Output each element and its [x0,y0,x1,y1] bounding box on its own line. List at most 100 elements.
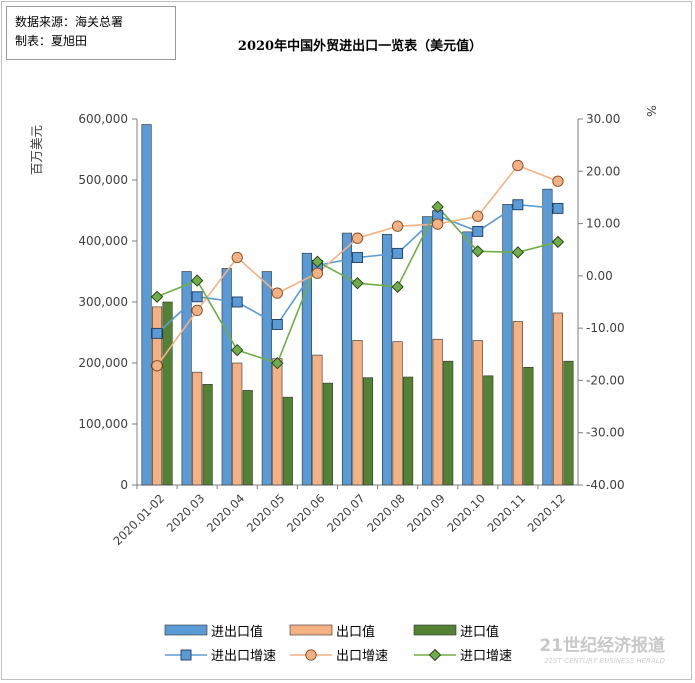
x-tick-label: 2020.10 [444,491,488,535]
import-bar [202,384,213,486]
export-bar [552,312,564,486]
y2-tick-label: -20.00 [586,373,625,387]
total-growth-point [512,199,524,211]
export-growth-point [512,159,524,172]
y-tick-label: 400,000 [78,234,128,248]
total-growth-point [392,247,404,259]
x-tick-label: 2020.09 [404,491,448,535]
x-tick-label: 2020.01-02 [110,491,167,548]
import-bar [322,382,333,486]
total-bar [301,252,312,486]
export-bar [392,341,403,486]
total-bar [502,204,513,486]
y-tick-label: 500,000 [78,173,128,187]
export-growth-point [271,287,283,299]
import-bar [523,366,534,486]
y2-tick-label: -10.00 [586,321,625,335]
total-growth-legend-marker [180,649,192,661]
total-growth-point [191,291,203,303]
import-growth-point [231,343,244,357]
y2-tick-label: 0.00 [586,269,613,283]
total-bar [141,124,152,486]
import-growth-point [271,357,284,370]
export-bar [232,362,243,486]
import-bar [563,360,574,486]
export-growth-point [391,220,404,232]
y2-tick-label: 30.00 [586,112,620,126]
import-growth-point [551,235,565,249]
y-tick-label: 200,000 [78,356,128,370]
import-growth-point [391,280,404,293]
total-bar [221,268,232,486]
legend-label: 出口值 [336,624,375,640]
total-bar-legend-swatch [164,624,208,636]
export-bar [192,371,203,486]
total-growth-point [552,202,564,214]
export-growth-point [472,210,484,222]
import-bar [443,360,454,486]
import-bar [242,390,253,486]
total-bar [382,233,393,486]
total-growth-point [271,319,283,330]
x-tick-label: 2020.04 [204,491,248,535]
export-growth-point [311,267,324,279]
export-growth-point [432,218,444,230]
import-growth-point [511,246,525,259]
export-growth-point [231,251,243,264]
total-bar [542,188,553,486]
x-tick-label: 2020.11 [484,491,528,535]
y-tick-label: 300,000 [78,295,128,309]
y2-tick-label: -40.00 [586,478,625,492]
legend-label: 进出口增速 [211,649,276,664]
total-bar [181,271,192,486]
total-bar [261,271,272,486]
total-growth-point [151,327,163,339]
y-tick-label: 100,000 [78,417,128,431]
import-growth-point [311,255,324,268]
import-growth-point [150,290,164,303]
x-tick-label: 2020.06 [284,491,328,535]
source-line: 数据来源：海关总署 [15,15,124,29]
x-tick-label: 2020.07 [324,491,368,535]
y-tick-label: 0 [120,478,128,492]
y-tick-label: 600,000 [78,112,128,126]
export-bar [432,338,443,486]
import-bar [282,396,293,486]
legend-label: 进口值 [460,624,499,640]
total-growth-point [472,225,484,237]
x-tick-label: 2020.12 [525,491,569,535]
y2-tick-label: 10.00 [586,217,620,231]
legend-label: 进出口值 [211,624,263,640]
import-growth-point [471,245,484,258]
watermark-main: 21世纪经济报道 [539,635,665,656]
watermark-sub: 21ST CENTURY BUSINESS HERALD [544,657,665,665]
watermark: 21世纪经济报道 21ST CENTURY BUSINESS HERALD [539,635,665,665]
export-growth-line [156,164,559,367]
import-growth-legend-marker [428,648,442,662]
y2-tick-label: -30.00 [586,426,625,440]
export-growth-legend-marker [305,649,317,661]
x-tick-label: 2020.03 [164,491,208,535]
export-bar [472,340,483,486]
export-bar-legend-swatch [289,624,333,636]
y-axis-title: 百万美元 [29,125,44,175]
import-bar [483,375,494,486]
export-bar [312,354,323,486]
import-bar [162,301,173,486]
import-bar-legend-swatch [413,624,457,636]
export-bar [352,340,363,486]
legend-label: 进口增速 [460,649,512,664]
import-bar [362,377,374,486]
export-bar [151,306,163,486]
export-growth-point [191,304,203,317]
import-growth-point [190,274,204,287]
x-tick-label: 2020.08 [364,491,408,535]
import-growth-point [351,277,364,290]
legend-label: 出口增速 [336,649,388,664]
export-bar [272,358,283,486]
bars [141,124,574,486]
y2-tick-label: 20.00 [586,164,620,178]
